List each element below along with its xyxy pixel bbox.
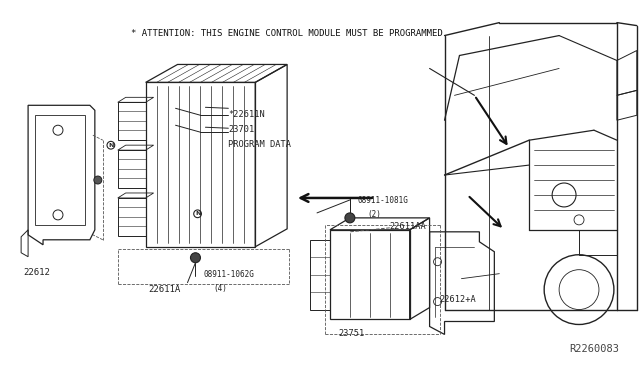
Text: * ATTENTION: THIS ENGINE CONTROL MODULE MUST BE PROGRAMMED: * ATTENTION: THIS ENGINE CONTROL MODULE … — [131, 29, 442, 38]
Text: 22612+A: 22612+A — [440, 295, 476, 304]
Text: PROGRAM DATA: PROGRAM DATA — [228, 140, 291, 149]
Text: 22612: 22612 — [23, 268, 50, 277]
Text: (4): (4) — [213, 283, 227, 293]
Text: 23751: 23751 — [338, 330, 364, 339]
Text: 23701: 23701 — [228, 125, 255, 134]
Text: *22611N: *22611N — [228, 110, 265, 119]
Circle shape — [345, 213, 355, 223]
Text: N: N — [108, 143, 113, 148]
Text: N: N — [195, 211, 200, 216]
Circle shape — [191, 253, 200, 263]
Text: 08911-1062G: 08911-1062G — [204, 270, 254, 279]
Text: R2260083: R2260083 — [569, 344, 619, 355]
Text: 22611A: 22611A — [148, 285, 181, 294]
Text: 22611AA: 22611AA — [390, 222, 426, 231]
Circle shape — [94, 176, 102, 184]
Text: (2): (2) — [368, 210, 381, 219]
Text: 08911-1081G: 08911-1081G — [358, 196, 409, 205]
